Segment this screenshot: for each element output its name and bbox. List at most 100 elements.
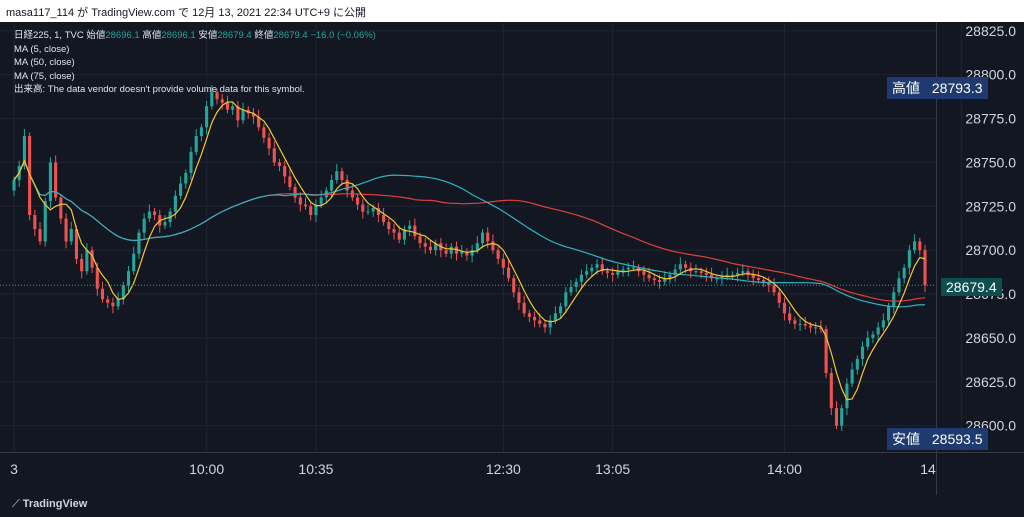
low-price-label: 安値 28593.5 [887,428,988,450]
last-price: 28679.4 [946,279,997,295]
candle-body [923,250,927,286]
candle-body [678,264,682,270]
candle-body [397,232,401,240]
legend-high-label: 高値 [142,30,162,41]
high-tag: 高値 [892,80,920,96]
candle-body [699,271,703,273]
y-tick-label: 28625.0 [965,374,1016,390]
candle-body [428,246,433,251]
candle-body [522,302,526,314]
candle-body [574,281,578,288]
candle-body [491,241,495,251]
candle-body [746,271,750,275]
candle-body [392,229,396,233]
legend-ohlc-line: 日経225, 1, TVC 始値28696.1 高値28696.1 安値2867… [14,29,376,43]
candle-body [855,358,859,370]
candle-body [54,162,58,198]
publish-header-text: masa117_114 が TradingView.com で 12月 13, … [6,7,367,19]
y-tick-label: 28725.0 [965,198,1016,214]
legend-open-label: 始値 [86,30,106,41]
candle-body [673,269,677,275]
candle-body [231,106,235,110]
candle-body [543,323,547,328]
candle-body [470,250,474,256]
candle-body [657,280,662,282]
candle-body [918,241,922,251]
candle-body [205,106,209,128]
candle-body [850,369,854,384]
candle-body [142,218,146,233]
candle-body [501,258,505,268]
legend-high: 28696.1 [161,30,196,41]
candle-body [798,323,802,325]
candle-body [413,225,417,237]
candle-body [845,383,849,409]
candle-body [22,136,26,166]
candle-body [902,267,906,279]
candle-body [533,316,537,321]
candle-body [663,278,667,282]
candle-body [319,197,323,205]
candle-body [329,179,334,191]
candle-body [475,243,479,251]
candle-body [824,329,828,374]
candle-body [340,171,344,180]
candle-body [194,136,198,152]
legend-ma5[interactable]: MA (5, close) [14,43,70,55]
candle-body [605,271,610,273]
candle-body [376,208,380,216]
candle-body [454,246,459,254]
candle-body [153,211,157,216]
candle-body [215,92,219,100]
y-tick-label: 28700.0 [965,242,1016,258]
candle-body [210,92,214,107]
candle-body [345,179,349,191]
candle-body [444,250,448,254]
ma75-line [13,159,926,302]
candle-body [538,320,542,324]
candle-body [730,274,734,276]
candle-body [866,337,870,347]
candle-body [564,292,568,307]
candle-body [860,346,865,359]
candle-body [434,243,438,251]
candle-body [788,313,792,321]
candle-body [913,241,917,251]
candle-body [715,278,719,280]
legend-ma75[interactable]: MA (75, close) [14,70,75,82]
legend-ma50[interactable]: MA (50, close) [14,57,75,68]
low-price: 28593.5 [931,431,983,447]
candle-body [887,306,891,321]
candle-body [892,292,896,307]
candle-body [116,299,120,307]
candle-body [288,176,292,187]
candle-body [762,280,766,282]
candle-body [371,208,375,212]
candle-body [335,171,339,180]
candle-body [741,271,745,273]
candle-body [569,287,573,293]
candle-body [309,206,313,216]
candle-body [720,276,724,279]
tradingview-logo[interactable]: ⟋ TradingView [12,498,87,511]
candle-body [834,408,839,426]
candle-body [449,246,453,254]
candle-body [100,288,105,300]
candle-body [590,267,594,272]
candle-body [59,197,63,219]
candle-body [840,408,844,426]
publish-header: masa117_114 が TradingView.com で 12月 13, … [0,0,1024,22]
candle-body [829,373,833,409]
candle-body [241,109,245,121]
candle-body [600,264,604,272]
candle-body [683,264,688,268]
y-tick-label: 28750.0 [965,154,1016,170]
x-tick-label: 13:05 [595,461,630,477]
candle-body [257,116,261,128]
y-tick-label: 28825.0 [965,23,1016,39]
candle-body [767,281,771,286]
candle-body [486,232,490,242]
candle-body [465,251,469,256]
x-tick-label: 14:00 [767,461,802,477]
candle-body [173,195,177,212]
